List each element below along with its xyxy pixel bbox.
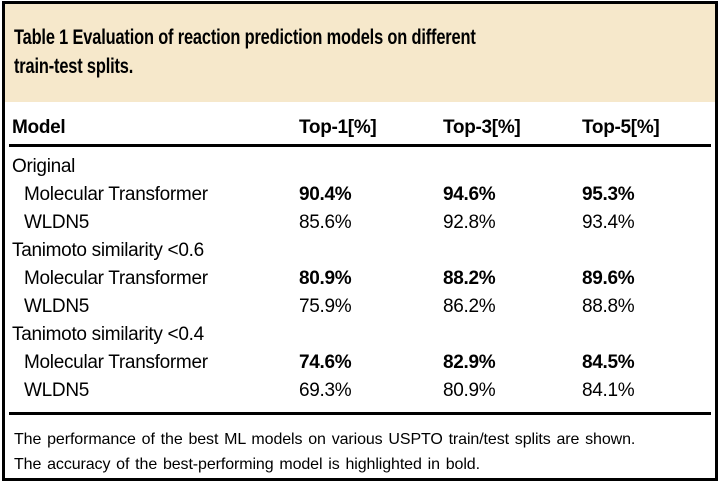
top5-value: 93.4% bbox=[582, 212, 635, 233]
top5-value: 89.6% bbox=[582, 268, 635, 289]
top1-value: 85.6% bbox=[299, 212, 352, 233]
top1-value: 74.6% bbox=[299, 352, 352, 373]
table-footnote: The performance of the best ML models on… bbox=[5, 415, 715, 477]
top5-value: 84.5% bbox=[582, 352, 635, 373]
model-name: Molecular Transformer bbox=[24, 268, 208, 289]
table-row-wldn5: WLDN5 85.6% 92.8% 93.4% bbox=[9, 209, 711, 237]
top3-value: 86.2% bbox=[443, 296, 496, 317]
group-label: Original bbox=[12, 156, 76, 177]
top1-value: 75.9% bbox=[299, 296, 352, 317]
table-title-line-2: train-test splits. bbox=[14, 55, 134, 78]
table-title-band: Table 1 Evaluation of reaction predictio… bbox=[5, 4, 715, 102]
table-row-wldn5: WLDN5 75.9% 86.2% 88.8% bbox=[9, 293, 711, 321]
top5-value: 84.1% bbox=[582, 380, 635, 401]
model-name: WLDN5 bbox=[24, 212, 90, 233]
group-row-tanimoto-04: Tanimoto similarity <0.4 bbox=[9, 321, 711, 349]
results-table: Model Top-1[%] Top-3[%] Top-5[%] Origina… bbox=[9, 102, 711, 415]
model-name: WLDN5 bbox=[24, 296, 90, 317]
column-header-top5: Top-5[%] bbox=[582, 117, 660, 138]
model-name: Molecular Transformer bbox=[24, 184, 208, 205]
table-title-line-1: Table 1 Evaluation of reaction predictio… bbox=[14, 26, 476, 49]
column-header-top1: Top-1[%] bbox=[299, 117, 377, 138]
model-name: Molecular Transformer bbox=[24, 352, 208, 373]
table-body: Original Molecular Transformer 90.4% 94.… bbox=[9, 147, 711, 412]
table-row-molecular-transformer: Molecular Transformer 90.4% 94.6% 95.3% bbox=[9, 181, 711, 209]
top1-value: 90.4% bbox=[299, 184, 352, 205]
top1-value: 80.9% bbox=[299, 268, 352, 289]
table-row-molecular-transformer: Molecular Transformer 74.6% 82.9% 84.5% bbox=[9, 349, 711, 377]
table-row-molecular-transformer: Molecular Transformer 80.9% 88.2% 89.6% bbox=[9, 265, 711, 293]
table-row-wldn5: WLDN5 69.3% 80.9% 84.1% bbox=[9, 377, 711, 405]
top3-value: 92.8% bbox=[443, 212, 496, 233]
top5-value: 95.3% bbox=[582, 184, 635, 205]
top1-value: 69.3% bbox=[299, 380, 352, 401]
top3-value: 82.9% bbox=[443, 352, 496, 373]
group-label: Tanimoto similarity <0.6 bbox=[12, 240, 204, 261]
group-label: Tanimoto similarity <0.4 bbox=[12, 324, 204, 345]
footnote-line-1: The performance of the best ML models on… bbox=[14, 431, 636, 448]
model-name: WLDN5 bbox=[24, 380, 90, 401]
table-header-row: Model Top-1[%] Top-3[%] Top-5[%] bbox=[9, 102, 711, 147]
group-row-tanimoto-06: Tanimoto similarity <0.6 bbox=[9, 237, 711, 265]
top5-value: 88.8% bbox=[582, 296, 635, 317]
top3-value: 94.6% bbox=[443, 184, 496, 205]
top3-value: 80.9% bbox=[443, 380, 496, 401]
column-header-top3: Top-3[%] bbox=[443, 117, 521, 138]
top3-value: 88.2% bbox=[443, 268, 496, 289]
group-row-original: Original bbox=[9, 153, 711, 181]
footnote-line-2: The accuracy of the best-performing mode… bbox=[14, 456, 480, 473]
column-header-model: Model bbox=[12, 117, 66, 138]
